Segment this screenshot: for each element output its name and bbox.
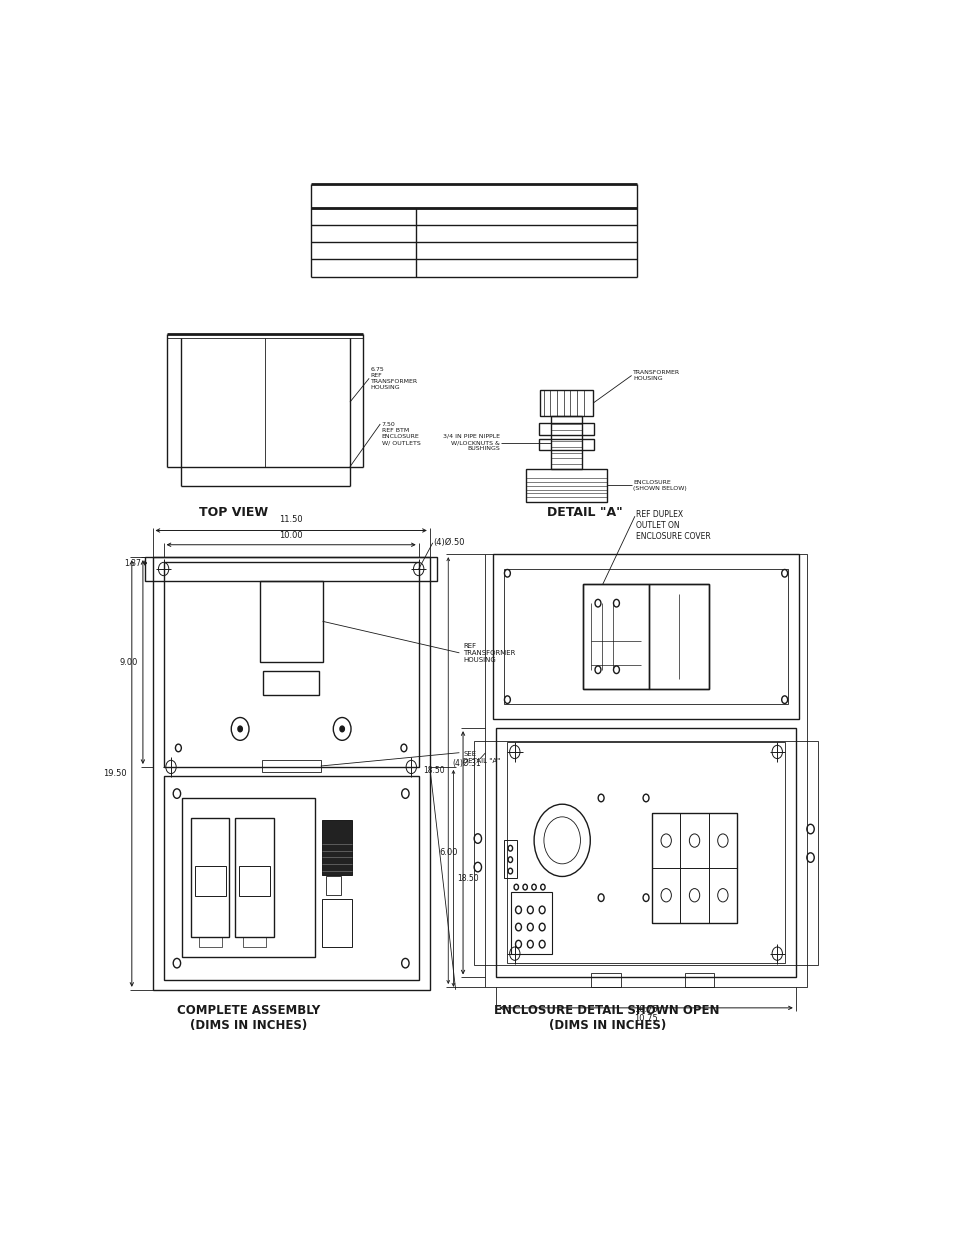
Bar — [235, 819, 274, 937]
Bar — [474, 741, 817, 965]
Text: 6.75
REF
TRANSFORMER
HOUSING: 6.75 REF TRANSFORMER HOUSING — [370, 367, 417, 390]
Text: (DIMS IN INCHES): (DIMS IN INCHES) — [548, 1019, 665, 1032]
Text: 7.50
REF BTM
ENCLOSURE
W/ OUTLETS: 7.50 REF BTM ENCLOSURE W/ OUTLETS — [381, 421, 420, 446]
Bar — [259, 580, 322, 662]
Bar — [503, 840, 517, 878]
Text: (4)Ø.50: (4)Ø.50 — [433, 538, 464, 547]
Bar — [679, 868, 708, 923]
Text: DETAIL "A": DETAIL "A" — [547, 506, 622, 519]
Bar — [164, 562, 418, 767]
Text: 3/4 IN PIPE NIPPLE
W/LOCKNUTS &
BUSHINGS: 3/4 IN PIPE NIPPLE W/LOCKNUTS & BUSHINGS — [442, 433, 499, 451]
Text: 10.00: 10.00 — [279, 531, 303, 540]
Bar — [679, 813, 708, 868]
Bar — [684, 973, 714, 987]
Bar — [651, 813, 679, 868]
Text: 18.50: 18.50 — [456, 874, 478, 883]
Bar — [326, 876, 340, 894]
Circle shape — [237, 726, 242, 732]
Text: (DIMS IN INCHES): (DIMS IN INCHES) — [190, 1019, 307, 1032]
Bar — [538, 438, 594, 451]
Bar — [145, 557, 436, 580]
Bar — [322, 899, 352, 947]
Text: 11.50: 11.50 — [279, 515, 303, 524]
Bar — [164, 777, 418, 981]
Bar — [582, 584, 708, 689]
Bar — [263, 672, 318, 695]
Bar — [492, 555, 799, 719]
Bar — [538, 424, 594, 435]
Bar — [648, 584, 708, 689]
Bar — [194, 866, 225, 895]
Bar — [191, 819, 229, 937]
Bar — [591, 973, 620, 987]
Text: 18.50: 18.50 — [422, 766, 444, 776]
Bar — [182, 798, 314, 957]
Bar — [539, 390, 593, 416]
Text: REF
TRANSFORMER
HOUSING: REF TRANSFORMER HOUSING — [462, 643, 515, 663]
Bar — [708, 813, 737, 868]
Text: REF DUPLEX
OUTLET ON
ENCLOSURE COVER: REF DUPLEX OUTLET ON ENCLOSURE COVER — [636, 510, 710, 541]
Circle shape — [339, 726, 344, 732]
Bar — [239, 866, 270, 895]
Text: COMPLETE ASSEMBLY: COMPLETE ASSEMBLY — [177, 1004, 320, 1018]
Bar — [582, 584, 648, 689]
Text: 6.00: 6.00 — [439, 848, 457, 857]
Bar — [261, 761, 320, 772]
Bar — [322, 820, 352, 876]
Bar — [651, 813, 737, 923]
Bar — [507, 742, 783, 963]
Bar — [708, 868, 737, 923]
Bar — [198, 937, 221, 947]
Bar — [496, 729, 795, 977]
Text: 1.37: 1.37 — [125, 558, 141, 568]
Text: 19.50: 19.50 — [103, 769, 127, 778]
Text: 10.75: 10.75 — [634, 1004, 658, 1014]
Text: ENCLOSURE DETAIL SHOWN OPEN: ENCLOSURE DETAIL SHOWN OPEN — [494, 1004, 720, 1018]
Bar — [152, 557, 429, 989]
Text: TRANSFORMER
HOUSING: TRANSFORMER HOUSING — [633, 369, 679, 382]
Text: SEE
DETAIL "A": SEE DETAIL "A" — [462, 751, 499, 764]
Text: 9.00: 9.00 — [119, 657, 137, 667]
Text: TOP VIEW: TOP VIEW — [199, 506, 268, 519]
Bar — [651, 868, 679, 923]
Bar — [503, 568, 787, 704]
Text: ENCLOSURE
(SHOWN BELOW): ENCLOSURE (SHOWN BELOW) — [633, 479, 686, 490]
Bar — [511, 892, 551, 953]
Bar — [243, 937, 266, 947]
Bar — [485, 555, 806, 987]
Text: (4)Ø.31: (4)Ø.31 — [453, 760, 481, 768]
Bar — [525, 468, 606, 501]
Text: 10.75: 10.75 — [634, 1014, 658, 1023]
Bar — [551, 416, 581, 468]
